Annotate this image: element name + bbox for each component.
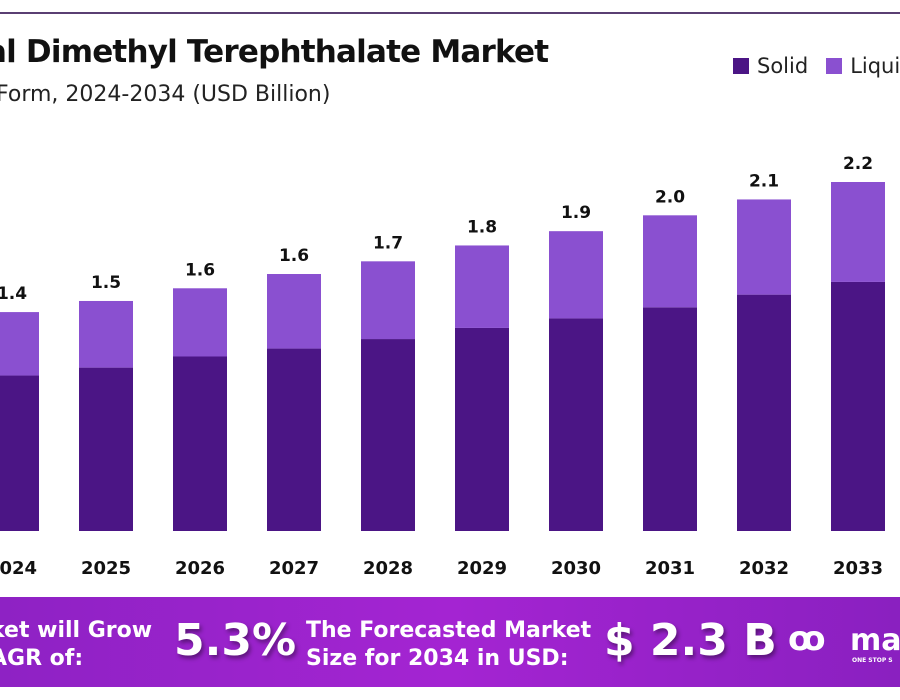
cagr-label: ket will Grow AGR of: bbox=[0, 617, 152, 673]
bar-solid-2032 bbox=[737, 294, 791, 531]
chart-plot: 1.4 2024 1.5 2025 1.6 2026 1.6 2027 1.7 2028 1.8 20… bbox=[0, 154, 885, 579]
chart-title: al Dimethyl Terephthalate Market bbox=[0, 34, 549, 70]
legend-swatch-solid bbox=[733, 58, 749, 74]
total-label-2032: 2.1 bbox=[749, 171, 779, 191]
legend-item-solid: Solid bbox=[733, 54, 808, 78]
bar-solid-2024 bbox=[0, 375, 39, 531]
bar-liquid-2030 bbox=[549, 231, 603, 319]
bar-solid-2025 bbox=[79, 367, 133, 531]
bar-solid-2031 bbox=[643, 307, 697, 531]
bar-liquid-2032 bbox=[737, 199, 791, 295]
bar-solid-2027 bbox=[267, 348, 321, 531]
bar-solid-2029 bbox=[455, 327, 509, 531]
logo-icon: ꝏ bbox=[788, 619, 826, 659]
x-tick-2025: 2025 bbox=[81, 558, 131, 579]
bar-liquid-2026 bbox=[173, 288, 227, 357]
total-label-2025: 1.5 bbox=[91, 273, 121, 293]
bar-solid-2030 bbox=[549, 318, 603, 531]
x-tick-2030: 2030 bbox=[551, 558, 601, 579]
x-tick-2029: 2029 bbox=[457, 558, 507, 579]
forecast-label-line2: Size for 2034 in USD: bbox=[306, 646, 569, 671]
total-label-2026: 1.6 bbox=[185, 260, 215, 280]
legend-swatch-liquid bbox=[826, 58, 843, 74]
x-tick-2027: 2027 bbox=[269, 558, 319, 579]
bar-liquid-2031 bbox=[643, 215, 697, 308]
total-label-2030: 1.9 bbox=[561, 203, 591, 223]
bar-solid-2028 bbox=[361, 339, 415, 531]
legend-label-solid: Solid bbox=[757, 54, 809, 78]
logo-tagline: ONE STOP S bbox=[852, 657, 893, 664]
chart-subtitle: Form, 2024-2034 (USD Billion) bbox=[0, 82, 331, 107]
total-label-2033: 2.2 bbox=[843, 154, 873, 174]
legend: Solid Liquid bbox=[733, 54, 900, 78]
cagr-label-line2: AGR of: bbox=[0, 646, 84, 671]
forecast-label: The Forecasted Market Size for 2034 in US… bbox=[306, 617, 591, 673]
bar-liquid-2028 bbox=[361, 261, 415, 340]
bar-solid-2033 bbox=[831, 281, 885, 531]
bar-liquid-2024 bbox=[0, 312, 39, 376]
summary-banner: ket will Grow AGR of: 5.3% The Forecasted… bbox=[0, 597, 900, 687]
x-tick-2026: 2026 bbox=[175, 558, 225, 579]
total-label-2029: 1.8 bbox=[467, 217, 497, 237]
bar-liquid-2027 bbox=[267, 274, 321, 349]
bar-liquid-2025 bbox=[79, 300, 133, 368]
total-label-2031: 2.0 bbox=[655, 187, 685, 207]
x-tick-2028: 2028 bbox=[363, 558, 413, 579]
forecast-label-line1: The Forecasted Market bbox=[306, 618, 592, 643]
x-tick-2024: 2024 bbox=[0, 558, 37, 579]
legend-label-liquid: Liquid bbox=[850, 54, 900, 78]
total-label-2028: 1.7 bbox=[373, 233, 403, 253]
bar-liquid-2033 bbox=[831, 182, 885, 282]
total-label-2024: 1.4 bbox=[0, 284, 27, 304]
logo-text: ma bbox=[850, 623, 900, 658]
total-label-2027: 1.6 bbox=[279, 246, 309, 266]
cagr-value: 5.3% bbox=[174, 615, 297, 666]
x-tick-2031: 2031 bbox=[645, 558, 695, 579]
x-tick-2033: 2033 bbox=[833, 558, 883, 579]
cagr-label-line1: ket will Grow bbox=[0, 618, 153, 643]
top-divider bbox=[0, 12, 900, 14]
x-tick-2032: 2032 bbox=[739, 558, 789, 579]
bar-liquid-2029 bbox=[455, 245, 509, 328]
legend-item-liquid: Liquid bbox=[826, 54, 900, 78]
bar-solid-2026 bbox=[173, 356, 227, 531]
forecast-value: $ 2.3 B bbox=[604, 615, 777, 666]
